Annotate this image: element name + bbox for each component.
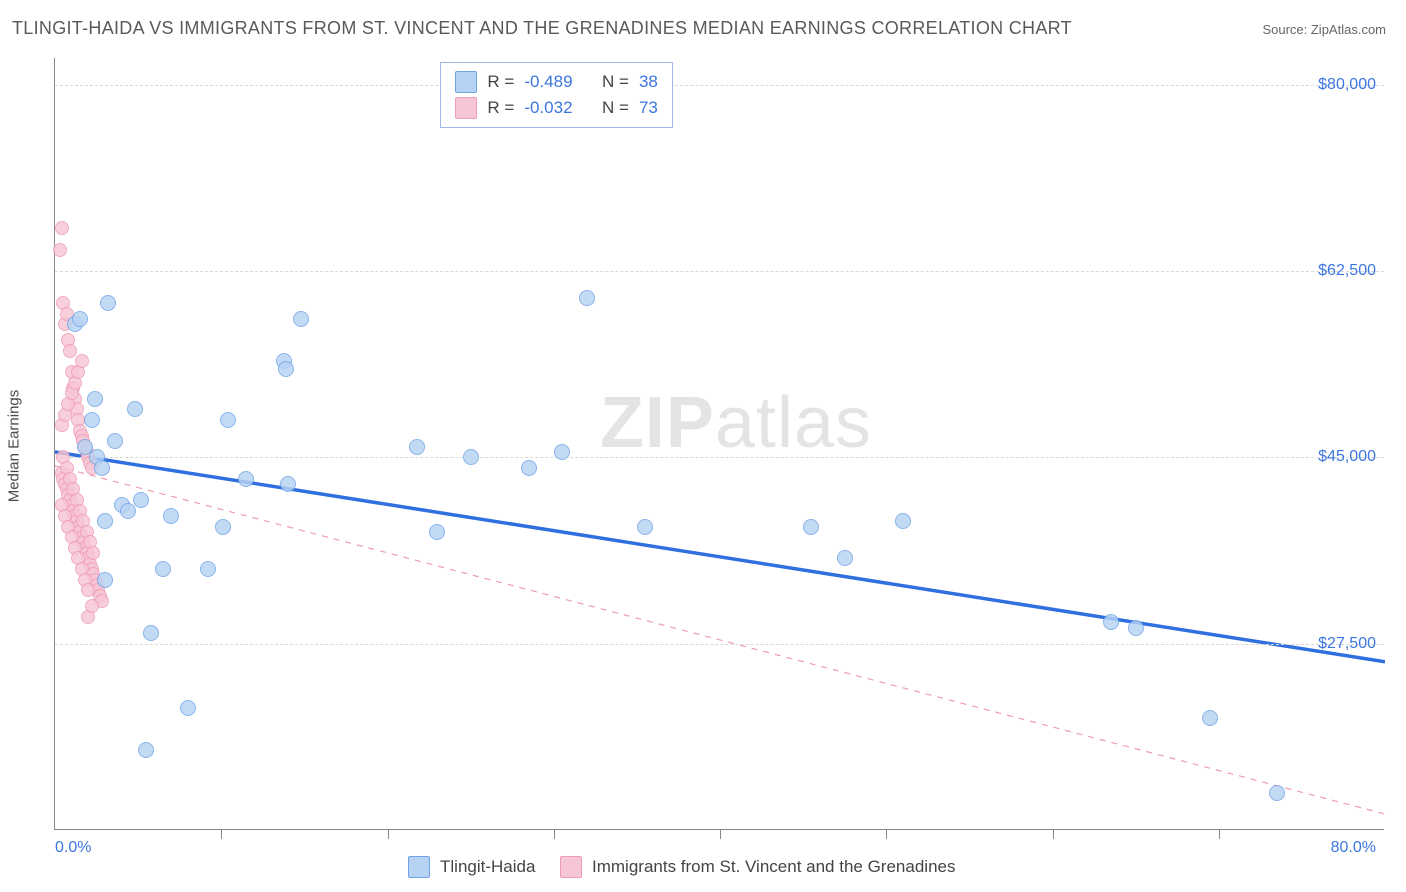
x-tick (720, 829, 721, 839)
chart-title: TLINGIT-HAIDA VS IMMIGRANTS FROM ST. VIN… (12, 18, 1072, 39)
x-tick (886, 829, 887, 839)
scatter-point (84, 412, 100, 428)
legend-swatch (455, 97, 477, 119)
scatter-point (155, 561, 171, 577)
scatter-point (200, 561, 216, 577)
legend-swatch (408, 856, 430, 878)
correlation-legend: R = -0.489 N = 38R = -0.032 N = 73 (440, 62, 672, 128)
scatter-point (1128, 620, 1144, 636)
scatter-point (143, 625, 159, 641)
scatter-point (97, 572, 113, 588)
scatter-point (278, 361, 294, 377)
scatter-point (1202, 710, 1218, 726)
scatter-point (554, 444, 570, 460)
scatter-point (138, 742, 154, 758)
legend-swatch (560, 856, 582, 878)
legend-swatch (455, 71, 477, 93)
scatter-point (87, 391, 103, 407)
scatter-point (409, 439, 425, 455)
legend-row: R = -0.489 N = 38 (455, 69, 657, 95)
legend-n-value: 38 (639, 69, 658, 95)
scatter-point (637, 519, 653, 535)
scatter-point (895, 513, 911, 529)
scatter-point (463, 449, 479, 465)
watermark: ZIPatlas (600, 382, 872, 464)
trend-line (55, 452, 1385, 662)
y-axis-label: Median Earnings (6, 390, 23, 503)
scatter-point (86, 546, 100, 560)
trend-lines-layer (55, 58, 1385, 830)
scatter-point (75, 354, 89, 368)
scatter-point (429, 524, 445, 540)
x-min-label: 0.0% (55, 839, 91, 857)
scatter-point (85, 599, 99, 613)
series-legend: Tlingit-Haida (408, 856, 535, 878)
legend-r-value: -0.032 (524, 95, 572, 121)
scatter-point (97, 513, 113, 529)
y-tick-label: $80,000 (1318, 76, 1376, 94)
scatter-point (63, 344, 77, 358)
scatter-point (1269, 785, 1285, 801)
scatter-point (163, 508, 179, 524)
scatter-point (107, 433, 123, 449)
y-tick-label: $45,000 (1318, 448, 1376, 466)
scatter-point (133, 492, 149, 508)
legend-n-label: N = (602, 95, 629, 121)
scatter-point (837, 550, 853, 566)
scatter-point (579, 290, 595, 306)
gridline (55, 644, 1384, 645)
x-tick (388, 829, 389, 839)
x-tick (1053, 829, 1054, 839)
scatter-point (521, 460, 537, 476)
legend-series-label: Tlingit-Haida (440, 857, 535, 877)
legend-r-label: R = (487, 95, 514, 121)
scatter-point (100, 295, 116, 311)
scatter-point (215, 519, 231, 535)
source-label: Source: ZipAtlas.com (1262, 22, 1386, 37)
chart-plot-area: $27,500$45,000$62,500$80,0000.0%80.0%ZIP… (54, 58, 1384, 830)
scatter-point (238, 471, 254, 487)
x-tick (1219, 829, 1220, 839)
x-max-label: 80.0% (1331, 839, 1376, 857)
scatter-point (72, 311, 88, 327)
x-tick (554, 829, 555, 839)
legend-r-value: -0.489 (524, 69, 572, 95)
gridline (55, 457, 1384, 458)
legend-r-label: R = (487, 69, 514, 95)
legend-row: R = -0.032 N = 73 (455, 95, 657, 121)
gridline (55, 85, 1384, 86)
scatter-point (94, 460, 110, 476)
scatter-point (1103, 614, 1119, 630)
series-legend: Immigrants from St. Vincent and the Gren… (560, 856, 955, 878)
legend-n-label: N = (602, 69, 629, 95)
scatter-point (53, 243, 67, 257)
legend-series-label: Immigrants from St. Vincent and the Gren… (592, 857, 955, 877)
scatter-point (55, 221, 69, 235)
scatter-point (803, 519, 819, 535)
scatter-point (220, 412, 236, 428)
x-tick (221, 829, 222, 839)
y-tick-label: $27,500 (1318, 635, 1376, 653)
gridline (55, 271, 1384, 272)
scatter-point (127, 401, 143, 417)
scatter-point (180, 700, 196, 716)
trend-line (55, 466, 1385, 814)
y-tick-label: $62,500 (1318, 262, 1376, 280)
scatter-point (293, 311, 309, 327)
scatter-point (280, 476, 296, 492)
legend-n-value: 73 (639, 95, 658, 121)
